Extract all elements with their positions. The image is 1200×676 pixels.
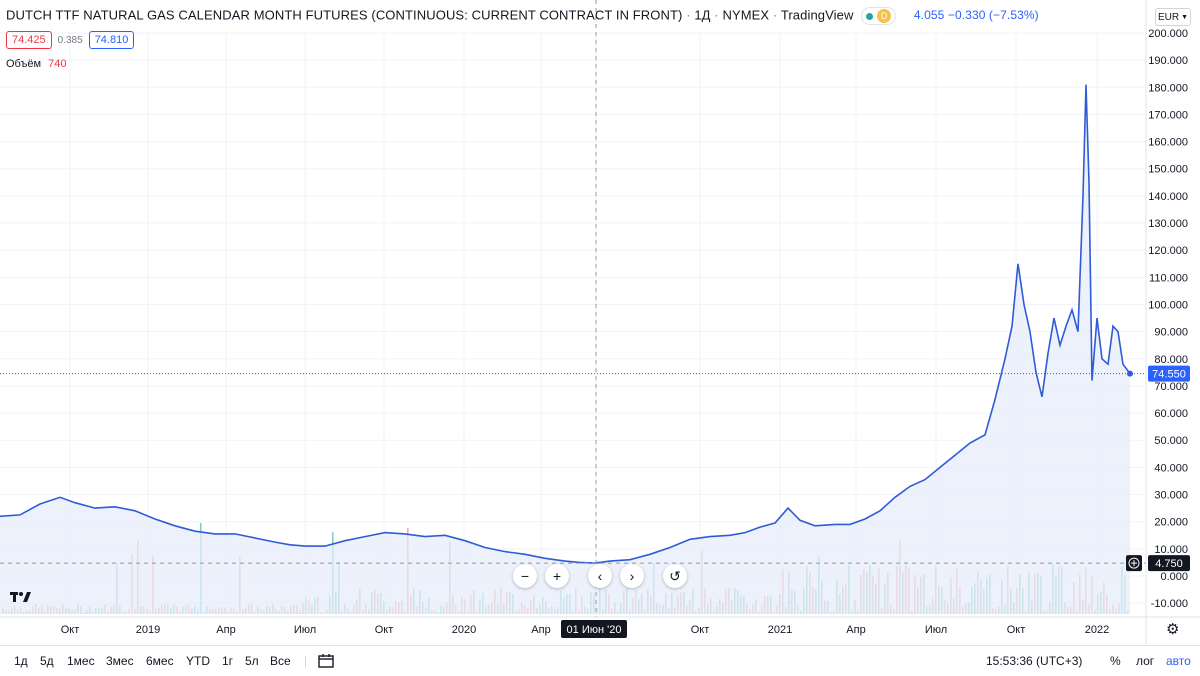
minus-icon: − — [520, 568, 530, 584]
y-tick-label: 180.000 — [1148, 82, 1188, 94]
y-tick-label: 20.000 — [1154, 517, 1188, 529]
zoom-out-button[interactable]: − — [513, 564, 537, 588]
range-3m[interactable]: 3мес — [106, 654, 134, 668]
x-tick-label: 2021 — [768, 624, 792, 636]
range-1y[interactable]: 1г — [222, 654, 234, 668]
axis-labels: 74.550 4.750 01 Июн '20 — [561, 365, 1190, 638]
y-tick-label: 130.000 — [1148, 218, 1188, 230]
y-tick-label: 160.000 — [1148, 137, 1188, 149]
volume-legend: Объём 740 — [6, 58, 66, 70]
y-tick-label: 100.000 — [1148, 299, 1188, 311]
zoom-in-button[interactable]: + — [545, 564, 569, 588]
x-tick-label: Апр — [216, 624, 235, 636]
scroll-right-button[interactable]: › — [620, 564, 644, 588]
last-price-dot — [1127, 370, 1133, 377]
y-tick-label: 50.000 — [1154, 435, 1188, 447]
y-tick-label: 140.000 — [1148, 191, 1188, 203]
currency-select[interactable]: EUR ▼ — [1155, 8, 1191, 26]
reset-chart-button[interactable]: ↺ — [663, 564, 687, 588]
volume-label: Объём — [6, 58, 42, 70]
y-tick-label: 30.000 — [1154, 490, 1188, 502]
x-tick-label: Окт — [375, 624, 394, 636]
bid-ask-row: 74.425 0.385 74.810 — [6, 31, 135, 49]
interval-label: 1Д — [694, 7, 711, 23]
x-tick-label: 2020 — [452, 624, 476, 636]
gear-icon[interactable]: ⚙ — [1166, 621, 1180, 638]
x-tick-label: 2022 — [1085, 624, 1109, 636]
reset-icon: ↺ — [669, 567, 681, 584]
bid-price[interactable]: 74.425 — [6, 31, 52, 49]
y-tick-label: 40.000 — [1154, 462, 1188, 474]
y-tick-label: 60.000 — [1154, 408, 1188, 420]
scroll-left-button[interactable]: ‹ — [588, 564, 612, 588]
y-tick-label: -10.000 — [1151, 598, 1188, 610]
auto-toggle[interactable]: авто — [1166, 654, 1191, 668]
add-alert-plus-icon[interactable] — [1126, 555, 1142, 572]
y-tick-label: 190.000 — [1148, 55, 1188, 67]
date-range-calendar-icon[interactable] — [318, 654, 334, 671]
price-chart[interactable]: 200.000 190.000 180.000 170.000 160.000 150.0… — [0, 0, 1200, 645]
y-tick-label: 170.000 — [1148, 109, 1188, 121]
range-ytd[interactable]: YTD — [186, 654, 210, 668]
last-price-axis-label: 74.550 — [1148, 365, 1190, 382]
plus-icon: + — [552, 568, 562, 584]
range-1d[interactable]: 1д — [14, 654, 28, 668]
market-status[interactable]: D — [861, 7, 897, 25]
x-tick-label: Окт — [1007, 624, 1026, 636]
range-5y[interactable]: 5л — [245, 654, 259, 668]
y-tick-label: 80.000 — [1154, 354, 1188, 366]
x-tick-label: Окт — [61, 624, 80, 636]
chevron-down-icon: ▼ — [1181, 13, 1189, 21]
market-open-icon — [866, 12, 874, 20]
chart-header: DUTCH TTF NATURAL GAS CALENDAR MONTH FUT… — [6, 7, 1039, 25]
source-label: TradingView — [780, 7, 854, 23]
y-tick-label: 90.000 — [1154, 327, 1188, 339]
y-tick-label: 70.000 — [1154, 381, 1188, 393]
calendar-shape — [318, 654, 334, 668]
spread-value: 0.385 — [57, 34, 83, 46]
last-price-value: 74.550 — [1152, 369, 1186, 381]
exchange-label: NYMEX — [722, 7, 770, 23]
x-tick-label: Июл — [294, 624, 316, 636]
y-tick-label: 10.000 — [1154, 544, 1188, 556]
range-1m[interactable]: 1мес — [67, 654, 95, 668]
y-tick-label: 200.000 — [1148, 28, 1188, 40]
x-tick-label: Апр — [846, 624, 865, 636]
currency-label: EUR — [1157, 11, 1180, 23]
last-quote: 4.055 −0.330 (−7.53%) — [914, 8, 1039, 22]
chevron-right-icon: › — [629, 568, 635, 584]
range-6m[interactable]: 6мес — [146, 654, 174, 668]
range-5d[interactable]: 5д — [40, 654, 54, 668]
crosshair-price-label: 4.750 — [1148, 555, 1190, 572]
x-tick-label: Окт — [691, 624, 710, 636]
ask-price[interactable]: 74.810 — [88, 31, 135, 49]
symbol-title: DUTCH TTF NATURAL GAS CALENDAR MONTH FUT… — [6, 7, 683, 23]
volume-value: 740 — [48, 58, 67, 70]
y-tick-label: 110.000 — [1149, 272, 1188, 284]
range-all[interactable]: Все — [270, 654, 291, 668]
percent-toggle[interactable]: % — [1110, 654, 1121, 668]
y-tick-label: 120.000 — [1148, 245, 1188, 257]
last-value: 4.055 — [913, 8, 945, 23]
x-tick-label: 2019 — [136, 624, 160, 636]
x-tick-label: Июл — [925, 624, 947, 636]
price-line — [0, 84, 1131, 564]
crosshair-date-label: 01 Июн '20 — [561, 620, 627, 638]
x-tick-label: Апр — [531, 624, 550, 636]
y-tick-label: 0.000 — [1160, 571, 1188, 583]
log-toggle[interactable]: лог — [1136, 654, 1155, 668]
price-area-fill — [0, 84, 1130, 615]
clock-readout[interactable]: 15:53:36 (UTC+3) — [986, 654, 1083, 668]
change-value: −0.330 (−7.53%) — [947, 8, 1039, 23]
x-axis: Окт 2019 Апр Июл Окт 2020 Апр Окт 2021 Апр Июл Окт 2… — [0, 616, 1200, 636]
crosshair-date-value: 01 Июн '20 — [567, 624, 622, 636]
delayed-badge: D — [877, 9, 892, 23]
y-axis: 200.000 190.000 180.000 170.000 160.000 150.0… — [1145, 0, 1188, 645]
tv-logo-shape — [10, 592, 31, 602]
crosshair-price-value: 4.750 — [1155, 558, 1183, 570]
y-tick-label: 150.000 — [1148, 164, 1188, 176]
tradingview-logo-icon[interactable] — [10, 590, 32, 607]
bottom-toolbar: 1д 5д 1мес 3мес 6мес YTD 1г 5л Все | 15:… — [0, 645, 1200, 676]
chevron-left-icon: ‹ — [597, 568, 603, 584]
